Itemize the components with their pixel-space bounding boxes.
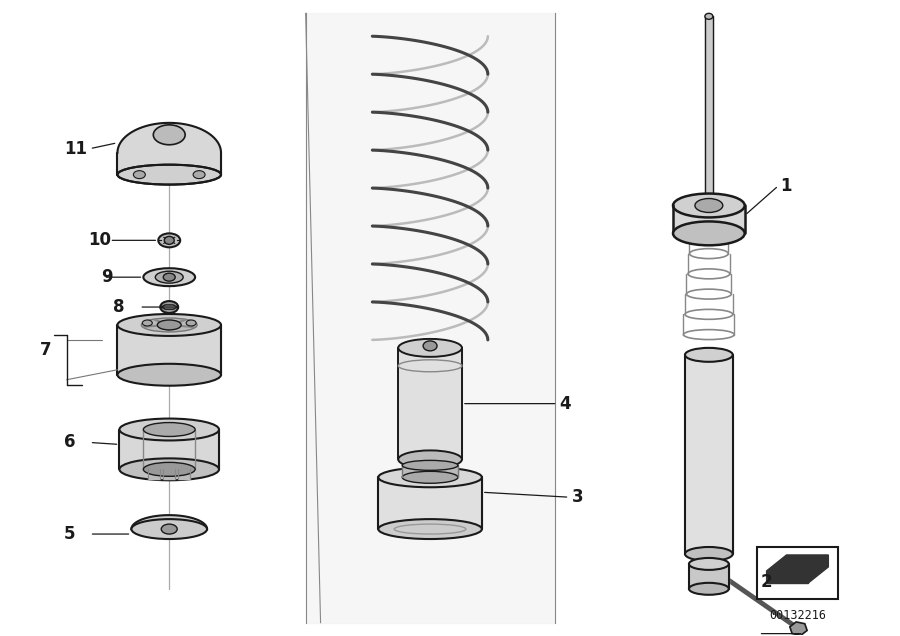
Polygon shape	[705, 17, 713, 205]
Ellipse shape	[163, 273, 176, 281]
Text: 9: 9	[102, 268, 113, 286]
Text: 10: 10	[88, 232, 112, 249]
Ellipse shape	[378, 467, 482, 487]
Ellipse shape	[165, 237, 175, 244]
Ellipse shape	[141, 318, 197, 332]
Ellipse shape	[118, 364, 221, 385]
Ellipse shape	[131, 519, 207, 539]
Ellipse shape	[120, 459, 219, 480]
Polygon shape	[306, 13, 554, 623]
Ellipse shape	[705, 13, 713, 19]
Ellipse shape	[186, 320, 196, 326]
Text: 2: 2	[760, 573, 772, 591]
Polygon shape	[118, 325, 221, 375]
Bar	[757, 547, 838, 598]
Ellipse shape	[143, 268, 195, 286]
Ellipse shape	[158, 320, 181, 330]
Ellipse shape	[142, 320, 152, 326]
Polygon shape	[685, 355, 733, 554]
Ellipse shape	[194, 170, 205, 179]
Ellipse shape	[118, 165, 221, 184]
Polygon shape	[118, 123, 221, 153]
Ellipse shape	[685, 348, 733, 362]
Polygon shape	[118, 153, 221, 175]
Polygon shape	[148, 469, 160, 480]
Text: 6: 6	[64, 434, 76, 452]
Text: 1: 1	[780, 177, 792, 195]
Ellipse shape	[161, 524, 177, 534]
Ellipse shape	[673, 221, 744, 245]
Text: 7: 7	[40, 341, 51, 359]
Polygon shape	[378, 477, 482, 529]
Ellipse shape	[673, 193, 744, 218]
Ellipse shape	[133, 170, 145, 179]
Polygon shape	[790, 622, 807, 635]
Polygon shape	[402, 466, 458, 477]
Ellipse shape	[160, 301, 178, 313]
Text: 11: 11	[64, 140, 86, 158]
Ellipse shape	[423, 341, 437, 351]
Polygon shape	[767, 555, 828, 583]
Text: 8: 8	[113, 298, 125, 316]
Ellipse shape	[402, 471, 458, 483]
Polygon shape	[673, 205, 744, 233]
Text: 00132216: 00132216	[769, 609, 826, 622]
Polygon shape	[689, 564, 729, 589]
Ellipse shape	[118, 314, 221, 336]
Polygon shape	[120, 429, 219, 469]
Text: 5: 5	[64, 525, 76, 543]
Ellipse shape	[153, 125, 185, 145]
Ellipse shape	[156, 271, 184, 283]
Polygon shape	[131, 515, 207, 529]
Polygon shape	[767, 571, 808, 583]
Ellipse shape	[120, 418, 219, 441]
Ellipse shape	[689, 558, 729, 570]
Ellipse shape	[685, 547, 733, 561]
Ellipse shape	[398, 339, 462, 357]
Ellipse shape	[158, 233, 180, 247]
Text: 4: 4	[560, 394, 572, 413]
Ellipse shape	[143, 422, 195, 436]
Ellipse shape	[689, 583, 729, 595]
Polygon shape	[163, 469, 176, 480]
Ellipse shape	[378, 519, 482, 539]
Ellipse shape	[402, 460, 458, 471]
Ellipse shape	[143, 462, 195, 476]
Polygon shape	[398, 348, 462, 459]
Ellipse shape	[398, 450, 462, 468]
Polygon shape	[178, 469, 190, 480]
Ellipse shape	[695, 198, 723, 212]
Text: 3: 3	[572, 488, 583, 506]
